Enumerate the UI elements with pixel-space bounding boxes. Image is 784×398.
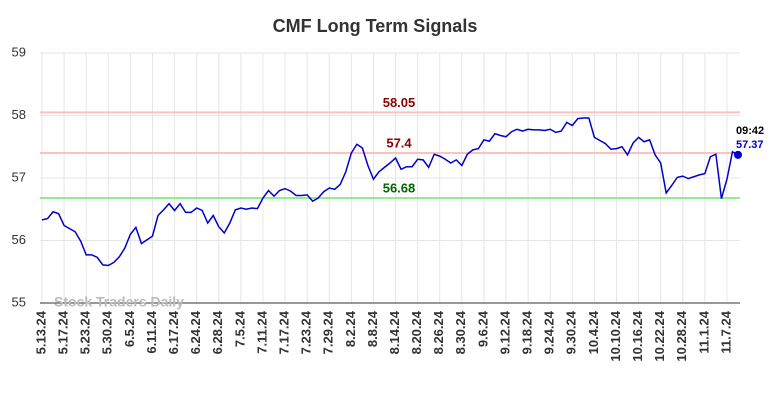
x-tick-label: 9.6.24 bbox=[475, 310, 490, 347]
signal-label: 57.4 bbox=[386, 135, 412, 150]
chart-title: CMF Long Term Signals bbox=[273, 16, 478, 36]
x-tick-label: 8.30.24 bbox=[453, 310, 468, 354]
last-value: 57.37 bbox=[736, 139, 764, 151]
x-tick-label: 9.30.24 bbox=[564, 310, 579, 354]
x-tick-label: 6.11.24 bbox=[144, 310, 159, 353]
x-tick-label: 9.24.24 bbox=[542, 310, 557, 354]
x-tick-label: 8.8.24 bbox=[365, 310, 380, 347]
price-line bbox=[41, 117, 739, 267]
x-tick-label: 10.4.24 bbox=[586, 310, 601, 354]
x-tick-label: 8.26.24 bbox=[431, 310, 446, 354]
x-tick-label: 8.2.24 bbox=[343, 310, 358, 347]
x-tick-label: 10.16.24 bbox=[630, 310, 645, 361]
x-tick-label: 5.23.24 bbox=[78, 310, 93, 354]
x-tick-label: 5.13.24 bbox=[33, 310, 48, 354]
x-tick-label: 7.5.24 bbox=[232, 310, 247, 347]
x-tick-label: 7.11.24 bbox=[254, 310, 269, 353]
x-tick-label: 6.17.24 bbox=[166, 310, 181, 354]
x-tick-label: 10.22.24 bbox=[652, 310, 667, 361]
x-tick-label: 6.28.24 bbox=[210, 310, 225, 354]
x-tick-label: 7.23.24 bbox=[299, 310, 314, 354]
last-time: 09:42 bbox=[736, 125, 764, 137]
x-tick-label: 5.30.24 bbox=[100, 310, 115, 354]
last-point bbox=[734, 150, 742, 159]
x-tick-label: 8.20.24 bbox=[409, 310, 424, 354]
signal-label: 56.68 bbox=[383, 180, 416, 195]
y-tick-label: 56 bbox=[12, 232, 26, 247]
x-tick-label: 6.5.24 bbox=[122, 310, 137, 347]
x-tick-label: 7.29.24 bbox=[321, 310, 336, 354]
x-tick-label: 11.1.24 bbox=[696, 310, 711, 353]
y-tick-label: 55 bbox=[12, 294, 26, 309]
y-tick-label: 58 bbox=[12, 107, 26, 122]
watermark: Stock Traders Daily bbox=[54, 294, 184, 310]
signal-label: 58.05 bbox=[383, 95, 416, 110]
y-tick-label: 59 bbox=[12, 44, 26, 59]
x-tick-label: 9.12.24 bbox=[497, 310, 512, 354]
x-tick-label: 10.10.24 bbox=[608, 310, 623, 361]
x-tick-label: 8.14.24 bbox=[387, 310, 402, 354]
x-tick-label: 9.18.24 bbox=[520, 310, 535, 354]
y-tick-label: 57 bbox=[12, 169, 26, 184]
x-tick-label: 11.7.24 bbox=[718, 310, 733, 353]
x-tick-label: 7.17.24 bbox=[276, 310, 291, 354]
x-tick-label: 5.17.24 bbox=[56, 310, 71, 354]
x-tick-label: 6.24.24 bbox=[188, 310, 203, 354]
x-tick-label: 10.28.24 bbox=[674, 310, 689, 361]
